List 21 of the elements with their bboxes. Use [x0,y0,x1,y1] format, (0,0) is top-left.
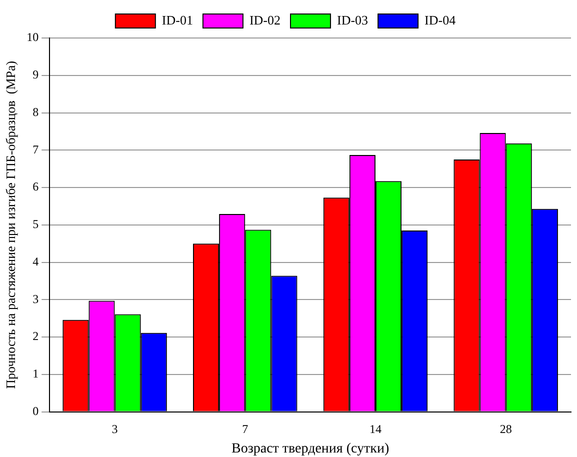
y-tick-label: 8 [32,104,39,119]
legend-label: ID-02 [249,12,280,28]
legend-label: ID-03 [337,12,368,28]
x-tick-label: 14 [369,422,382,436]
x-tick-label: 28 [500,422,512,436]
y-tick-label: 1 [32,366,39,381]
y-tick-label: 3 [32,292,39,306]
y-tick-label: 9 [32,68,39,82]
y-tick-label: 5 [32,217,39,232]
legend-label: ID-04 [424,12,456,28]
legend-label: ID-01 [162,12,193,28]
x-tick-label: 7 [242,422,248,436]
y-tick-label: 0 [32,404,39,418]
y-axis-title: Прочность на растяжение при изгибе ГПБ-образцов (MPa) [3,60,18,389]
y-tick-label: 2 [32,329,39,344]
x-tick-label: 3 [112,422,118,436]
y-tick-label: 7 [32,142,39,156]
y-tick-label: 10 [26,30,39,44]
y-tick-label: 4 [32,254,39,268]
y-tick-label: 6 [32,180,39,194]
x-axis-title: Возраст твердения (сутки) [231,441,390,456]
